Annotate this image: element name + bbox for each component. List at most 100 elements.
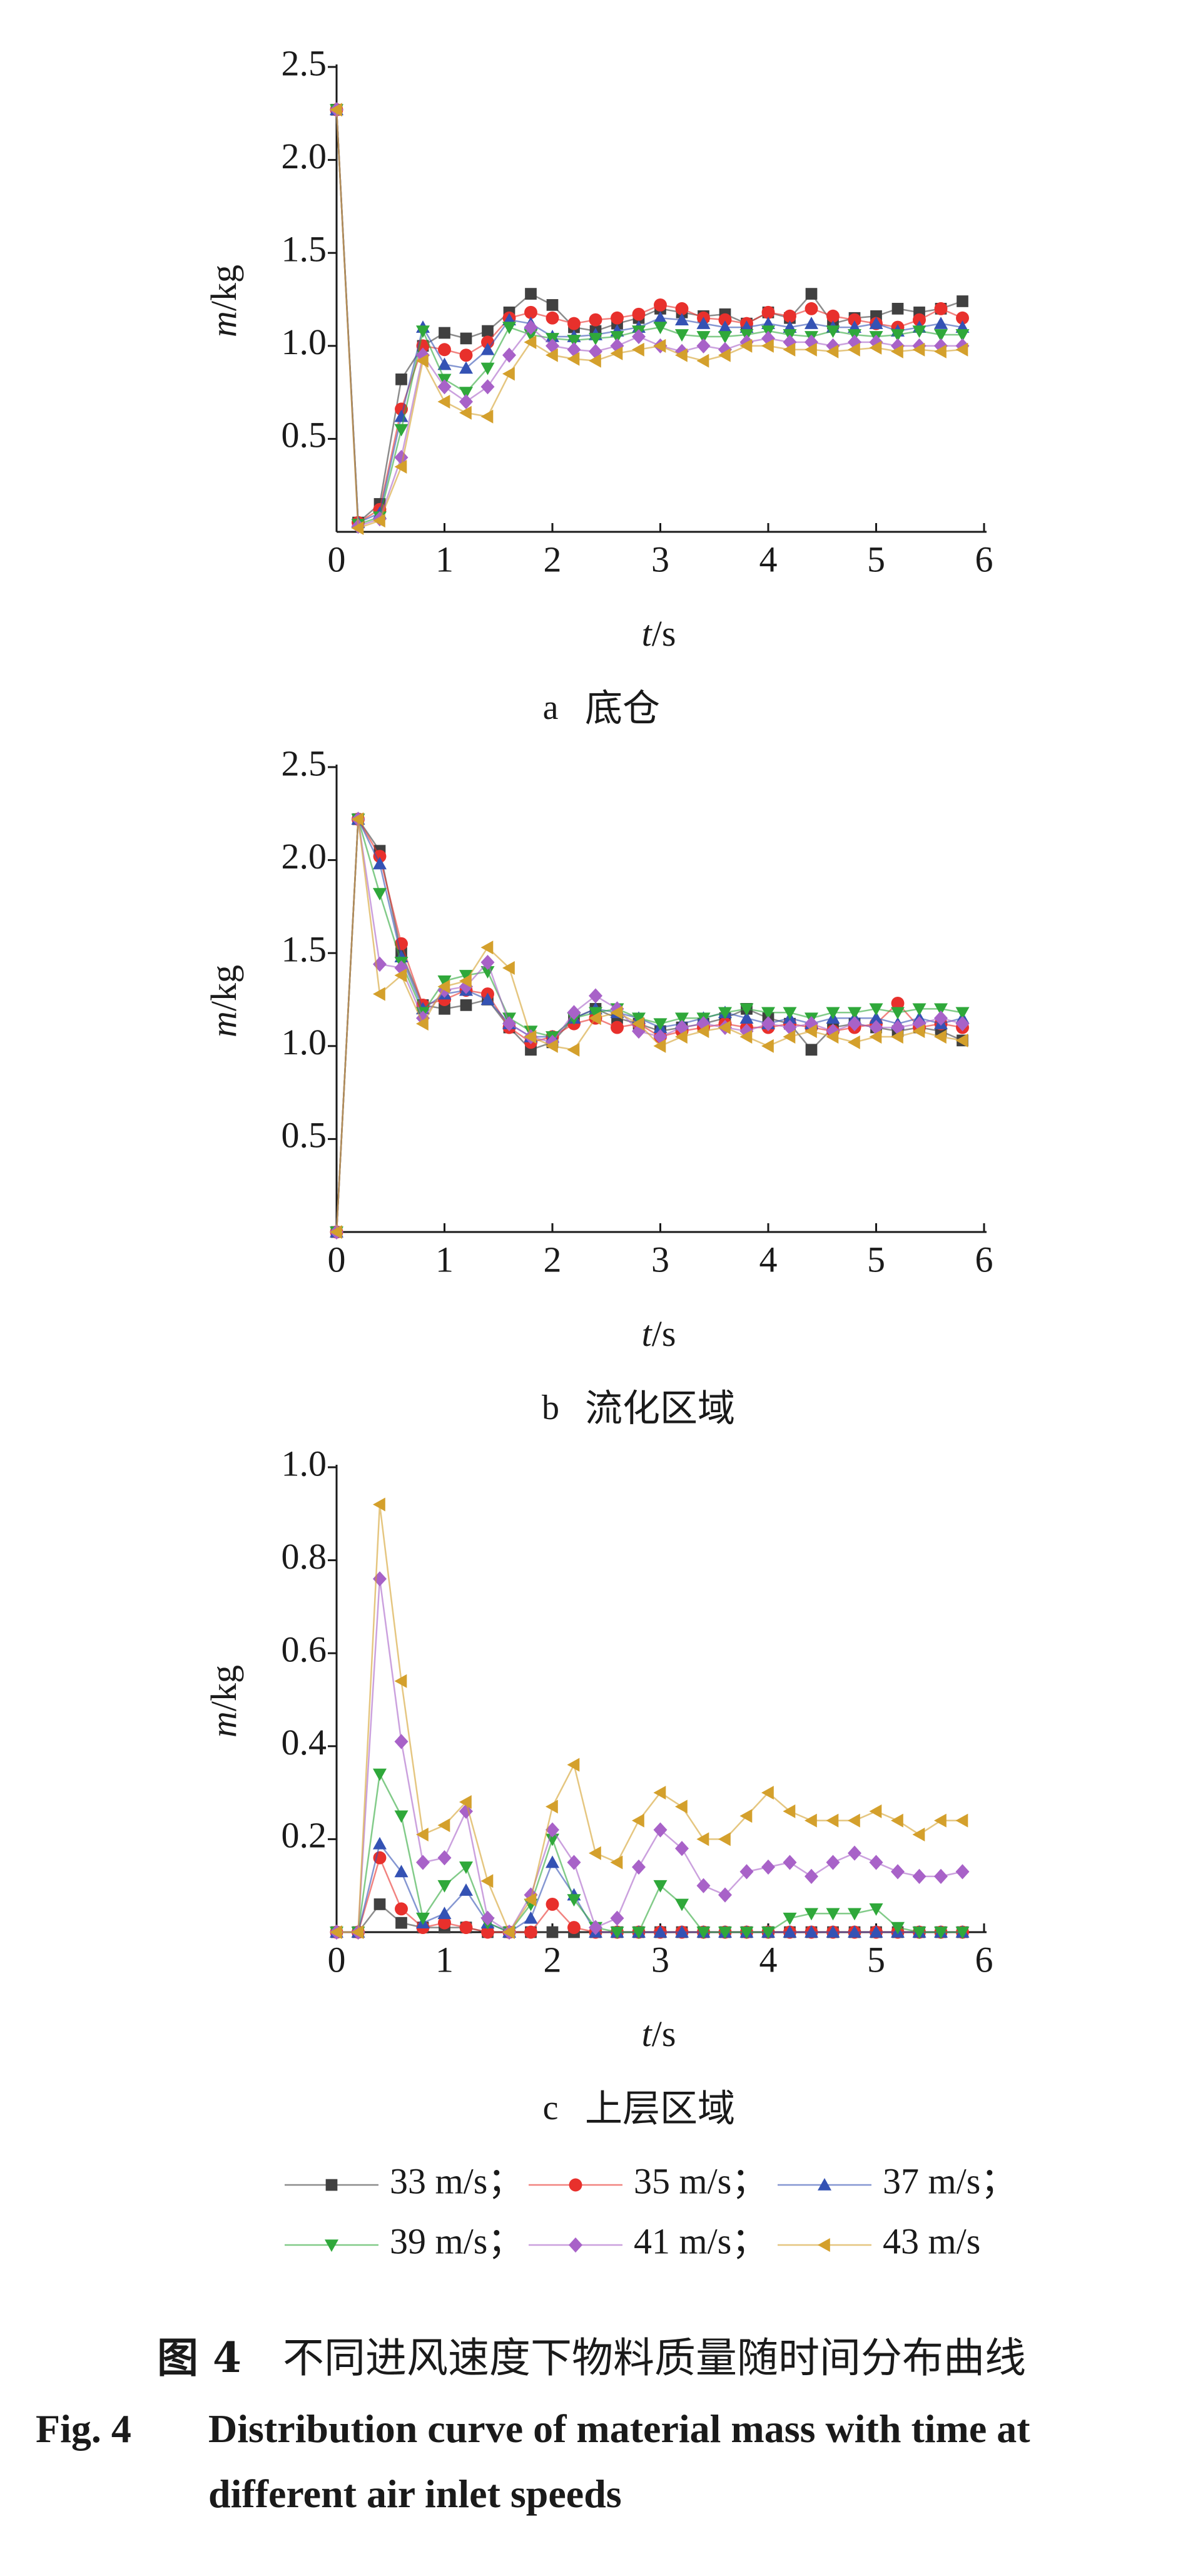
y-tick-label: 2.5: [282, 743, 327, 783]
marker: [675, 1925, 689, 1938]
marker: [783, 309, 796, 323]
subplot-label: c: [543, 2089, 559, 2127]
marker: [891, 303, 904, 315]
marker: [696, 354, 709, 368]
x-tick-label: 4: [759, 1239, 778, 1280]
marker: [546, 348, 558, 362]
series-line: [337, 1842, 963, 1933]
x-tick-label: 5: [867, 1939, 885, 1980]
figure: 0.5 1.0 1.5 2.0 2.5 0 1 2 3 4 5 6 t/s m/kg a 底仓 0.5 1.0 1.…: [203, 43, 1017, 2261]
marker: [934, 1011, 948, 1026]
marker: [610, 346, 623, 360]
marker: [826, 309, 840, 323]
marker: [394, 409, 409, 422]
marker: [805, 302, 818, 315]
series-line: [335, 109, 963, 524]
marker: [524, 319, 538, 335]
marker: [696, 1832, 709, 1846]
marker: [891, 1029, 903, 1044]
marker: [524, 305, 537, 319]
marker: [718, 320, 732, 333]
marker: [502, 1016, 516, 1032]
marker: [955, 1813, 968, 1828]
marker: [675, 302, 689, 315]
marker: [394, 459, 407, 474]
marker: [891, 996, 905, 1010]
marker: [718, 1927, 732, 1939]
marker: [718, 313, 732, 327]
marker: [783, 1855, 797, 1870]
x-tick-label: 0: [328, 1939, 346, 1980]
marker: [912, 1016, 927, 1032]
marker: [934, 302, 948, 315]
marker: [848, 1813, 860, 1828]
x-tick-label: 5: [867, 1239, 885, 1280]
marker: [869, 1011, 883, 1024]
marker: [654, 298, 667, 312]
marker: [675, 1012, 689, 1026]
marker: [439, 1003, 450, 1015]
marker: [610, 331, 624, 344]
marker: [912, 1003, 927, 1016]
y-tick-label: 1.0: [282, 322, 327, 362]
marker: [502, 367, 515, 381]
marker: [524, 1911, 538, 1924]
y-tick-label: 2.0: [282, 836, 327, 877]
marker: [955, 1864, 970, 1880]
marker: [934, 338, 948, 354]
y-tick-label: 2.5: [282, 43, 327, 83]
marker: [459, 361, 473, 374]
marker: [761, 1859, 775, 1875]
marker: [653, 322, 668, 335]
marker: [589, 1011, 601, 1026]
marker: [632, 1813, 644, 1828]
marker: [675, 1029, 688, 1044]
x-tick-label: 2: [544, 1939, 562, 1980]
marker: [783, 1804, 796, 1818]
marker: [696, 331, 711, 344]
marker: [826, 1007, 840, 1020]
marker: [739, 1927, 754, 1939]
marker: [955, 1007, 970, 1020]
marker: [546, 1926, 559, 1938]
marker: [869, 1804, 882, 1818]
caption-zh-label: 图 4: [157, 2333, 241, 2382]
marker: [912, 342, 925, 357]
marker: [611, 1021, 624, 1034]
marker: [955, 342, 968, 357]
series-line: [335, 819, 963, 1233]
marker: [957, 295, 968, 307]
marker: [524, 1892, 537, 1907]
marker: [567, 1855, 581, 1870]
series-line: [337, 1504, 963, 1934]
marker: [502, 347, 516, 363]
marker: [524, 335, 537, 349]
marker: [589, 354, 601, 368]
marker: [718, 1887, 732, 1903]
marker: [480, 1874, 494, 1888]
x-tick-label: 6: [975, 1939, 993, 1980]
marker: [696, 1878, 711, 1893]
legend-separator: ；: [487, 2161, 524, 2201]
marker: [524, 1925, 537, 1939]
marker: [567, 1894, 581, 1907]
marker: [330, 1925, 342, 1939]
x-tick-label: 5: [867, 539, 885, 579]
marker: [869, 340, 882, 355]
marker: [891, 329, 905, 342]
marker: [675, 1898, 689, 1912]
marker: [675, 1800, 688, 1814]
legend-label: 33 m/s；: [390, 2161, 524, 2201]
marker: [437, 357, 452, 370]
marker: [524, 1029, 537, 1044]
marker: [437, 975, 452, 988]
marker: [373, 956, 387, 972]
caption-en-text: Distribution curve of material mass with…: [208, 2406, 1030, 2516]
y-tick-label: 1.5: [282, 929, 327, 970]
marker: [912, 1024, 925, 1039]
marker: [589, 1846, 601, 1860]
legend-label: 41 m/s；: [634, 2221, 768, 2261]
legend-separator: ；: [980, 2161, 1017, 2201]
marker: [653, 1786, 666, 1800]
